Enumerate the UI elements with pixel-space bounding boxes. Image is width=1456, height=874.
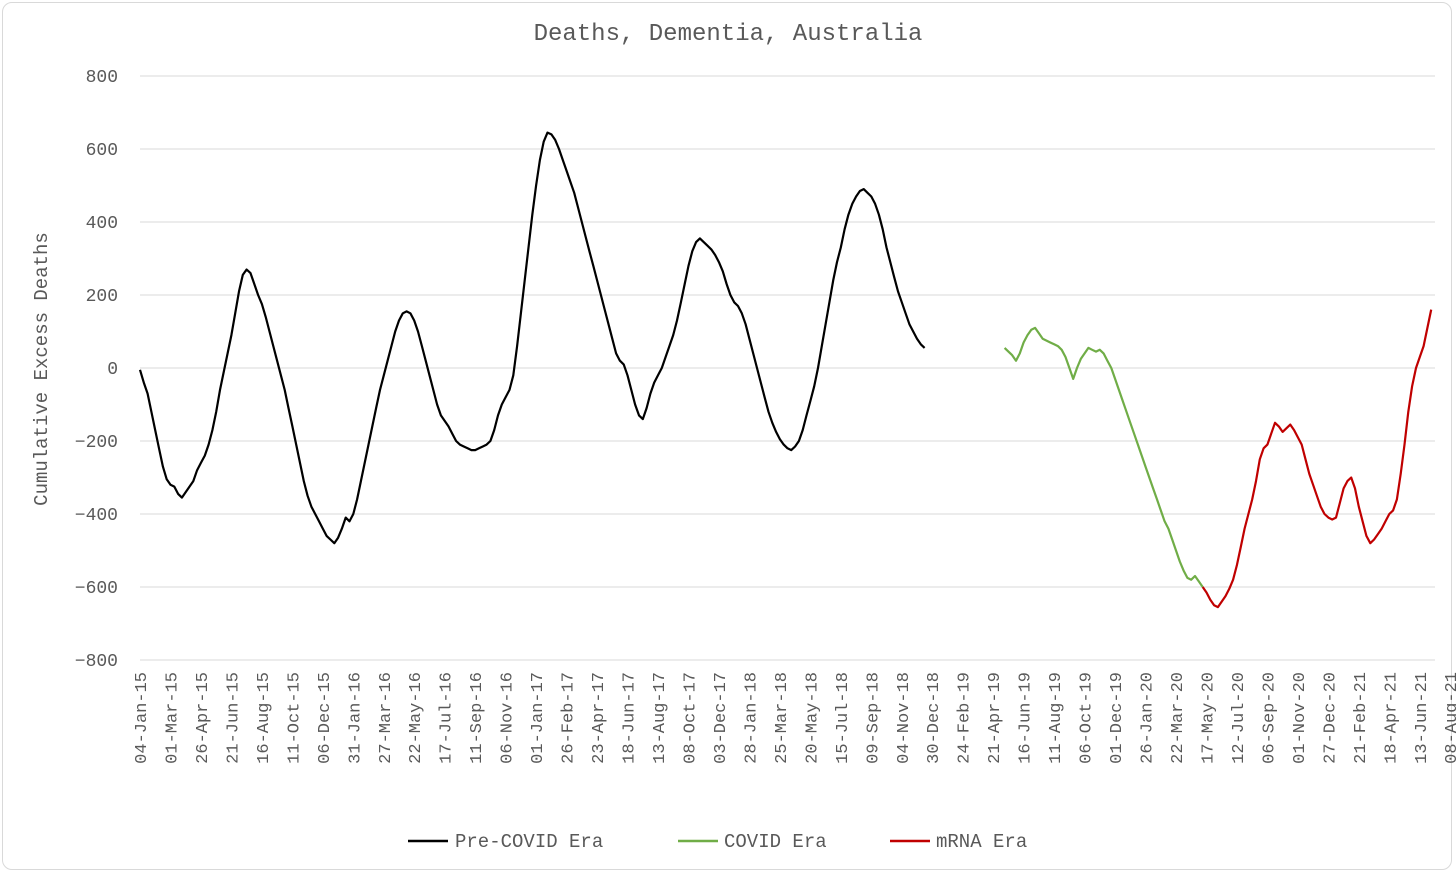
- x-tick-label: 21-Jun-15: [224, 672, 243, 764]
- x-tick-label: 13-Aug-17: [651, 672, 670, 764]
- x-tick-label: 26-Apr-15: [194, 672, 213, 764]
- x-tick-label: 12-Jul-20: [1230, 672, 1249, 764]
- legend-label-pre-covid: Pre-COVID Era: [455, 831, 603, 853]
- x-tick-label: 03-Dec-17: [712, 672, 731, 764]
- x-tick-label: 26-Feb-17: [560, 672, 579, 764]
- x-tick-label: 21-Apr-19: [986, 672, 1005, 764]
- series-line-covid: [1003, 326, 1204, 588]
- x-tick-label: 08-Aug-21: [1443, 672, 1456, 764]
- x-tick-label: 22-Mar-20: [1169, 672, 1188, 764]
- x-tick-label: 27-Mar-16: [377, 672, 396, 764]
- y-axis-label: Cumulative Excess Deaths: [31, 232, 53, 506]
- legend: Pre-COVID Era COVID Era mRNA Era: [408, 831, 1027, 853]
- x-tick-label: 16-Jun-19: [1017, 672, 1036, 764]
- x-tick-label: 11-Aug-19: [1047, 672, 1066, 764]
- legend-label-covid: COVID Era: [724, 831, 827, 853]
- x-tick-label: 01-Dec-19: [1108, 672, 1127, 764]
- y-tick-label: −200: [75, 433, 118, 453]
- x-tick-label: 04-Nov-18: [895, 672, 914, 764]
- x-tick-labels: 04-Jan-15 01-Mar-15 26-Apr-15 21-Jun-15 16-A…: [133, 672, 1456, 764]
- x-tick-label: 06-Dec-15: [316, 672, 335, 764]
- x-tick-label: 01-Nov-20: [1291, 672, 1310, 764]
- x-tick-label: 17-Jul-16: [438, 672, 457, 764]
- x-tick-label: 18-Apr-21: [1382, 672, 1401, 764]
- x-tick-label: 18-Jun-17: [621, 672, 640, 764]
- y-tick-label: 400: [86, 214, 118, 234]
- x-tick-label: 09-Sep-18: [864, 672, 883, 764]
- gridlines: [140, 75, 1435, 661]
- x-tick-label: 21-Feb-21: [1352, 672, 1371, 764]
- chart-title: Deaths, Dementia, Australia: [534, 21, 923, 48]
- x-tick-label: 11-Sep-16: [468, 672, 487, 764]
- x-tick-label: 26-Jan-20: [1139, 672, 1158, 764]
- x-tick-label: 06-Oct-19: [1078, 672, 1097, 764]
- series-line-pre-covid: [138, 131, 926, 545]
- x-tick-label: 24-Feb-19: [956, 672, 975, 764]
- x-tick-label: 15-Jul-18: [834, 672, 853, 764]
- y-tick-label: −600: [75, 579, 118, 599]
- x-tick-label: 01-Mar-15: [163, 672, 182, 764]
- x-tick-label: 06-Sep-20: [1260, 672, 1279, 764]
- legend-label-mrna: mRNA Era: [936, 831, 1027, 853]
- x-tick-label: 17-May-20: [1199, 672, 1218, 764]
- x-tick-label: 06-Nov-16: [499, 672, 518, 764]
- x-tick-label: 04-Jan-15: [133, 672, 152, 764]
- y-tick-label: −800: [75, 652, 118, 672]
- x-tick-label: 16-Aug-15: [255, 672, 274, 764]
- x-tick-label: 20-May-18: [803, 672, 822, 764]
- x-tick-label: 13-Jun-21: [1413, 672, 1432, 764]
- x-tick-label: 28-Jan-18: [742, 672, 761, 764]
- y-tick-label: 600: [86, 141, 118, 161]
- x-tick-label: 25-Mar-18: [773, 672, 792, 764]
- y-tick-label: 200: [86, 287, 118, 307]
- series-lines: [138, 131, 1433, 609]
- x-tick-label: 01-Jan-17: [529, 672, 548, 764]
- x-tick-label: 23-Apr-17: [590, 672, 609, 764]
- y-tick-label: −400: [75, 506, 118, 526]
- y-tick-label: 800: [86, 68, 118, 88]
- x-tick-label: 30-Dec-18: [925, 672, 944, 764]
- x-tick-label: 27-Dec-20: [1321, 672, 1340, 764]
- series-line-mrna: [1201, 309, 1433, 609]
- x-tick-label: 22-May-16: [407, 672, 426, 764]
- x-tick-label: 08-Oct-17: [681, 672, 700, 764]
- x-tick-label: 11-Oct-15: [285, 672, 304, 764]
- y-tick-labels: 800 600 400 200 0 −200 −400 −600 −800: [75, 68, 118, 672]
- y-tick-label: 0: [107, 360, 118, 380]
- x-tick-label: 31-Jan-16: [346, 672, 365, 764]
